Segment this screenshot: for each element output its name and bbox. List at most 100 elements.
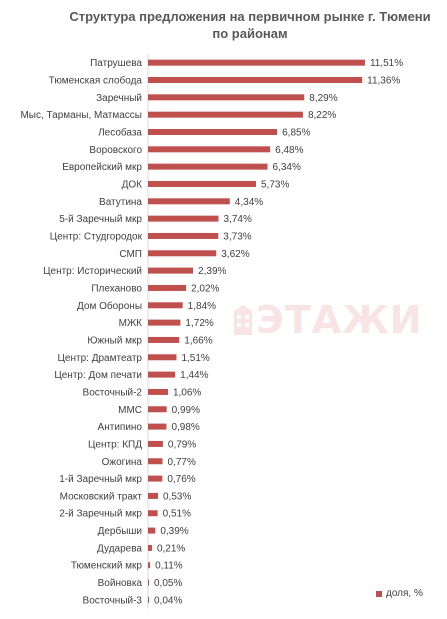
bar — [148, 232, 219, 239]
category-label: 5-й Заречный мкр — [59, 214, 142, 225]
category-label: Южный мкр — [87, 335, 142, 346]
category-label: 2-й Заречный мкр — [59, 509, 142, 520]
data-label: 0,98% — [171, 422, 199, 433]
category-label: Восточный-3 — [83, 595, 143, 606]
bar — [148, 510, 158, 517]
data-label: 8,29% — [309, 93, 337, 104]
data-label: 1,66% — [184, 335, 212, 346]
bar — [148, 267, 194, 274]
bar — [148, 492, 158, 499]
category-label: Ватутина — [99, 197, 142, 208]
bar — [148, 284, 187, 291]
bar — [148, 76, 363, 83]
data-label: 2,39% — [198, 266, 226, 277]
data-label: 1,72% — [185, 318, 213, 329]
bar — [148, 579, 149, 586]
data-label: 6,85% — [282, 127, 310, 138]
data-label: 0,05% — [154, 578, 182, 589]
category-label: Дом Обороны — [77, 300, 142, 312]
category-label: Воровского — [89, 145, 142, 156]
data-label: 3,62% — [221, 249, 249, 260]
bar — [148, 458, 163, 465]
category-label: Центр: КПД — [88, 439, 142, 450]
bar — [148, 423, 167, 430]
bar — [148, 354, 177, 361]
data-label: 0,53% — [163, 491, 191, 502]
category-label: Дербыши — [98, 525, 142, 537]
watermark: ЭТАЖИ — [234, 298, 423, 342]
data-label: 1,51% — [181, 353, 209, 364]
data-label: 0,99% — [172, 405, 200, 416]
category-label: Московский тракт — [60, 491, 143, 502]
data-label: 3,74% — [223, 214, 251, 225]
building-logo-icon — [234, 305, 252, 335]
category-label: Войновка — [98, 578, 143, 589]
category-label: ММС — [118, 405, 142, 416]
bar — [148, 562, 151, 569]
bar — [148, 302, 183, 309]
bar — [148, 319, 181, 326]
category-label: Центр: Драмтеатр — [58, 353, 143, 364]
data-label: 0,21% — [157, 543, 185, 554]
category-label: МЖК — [119, 318, 143, 329]
data-label: 0,76% — [167, 474, 195, 485]
category-label: Заречный — [96, 93, 142, 104]
category-label: Лесобаза — [98, 126, 142, 138]
category-label: Дударева — [97, 543, 142, 554]
chart-title-line-1: Структура предложения на первичном рынке… — [69, 9, 431, 24]
legend: доля, % — [376, 588, 423, 599]
bar — [148, 59, 365, 66]
category-label: ДОК — [122, 179, 143, 190]
category-label: Европейский мкр — [62, 162, 142, 173]
chart-title-line-2: по районам — [212, 26, 288, 41]
data-label: 11,36% — [367, 75, 400, 86]
category-label: 1-й Заречный мкр — [59, 474, 142, 485]
data-label: 0,39% — [160, 526, 188, 537]
bar — [148, 544, 152, 551]
data-label: 11,51% — [370, 58, 403, 69]
data-label: 0,51% — [163, 509, 191, 520]
bar — [148, 215, 219, 222]
bar — [148, 94, 305, 101]
bar — [148, 371, 176, 378]
category-label: Тюменский мкр — [71, 561, 143, 572]
legend-label: доля, % — [386, 588, 423, 599]
bar — [148, 336, 180, 343]
data-label: 4,34% — [235, 197, 263, 208]
bar — [148, 146, 271, 153]
data-label: 1,84% — [188, 301, 216, 312]
category-label: Центр: Студгородок — [50, 231, 143, 242]
bar — [148, 198, 230, 205]
data-label: 0,11% — [155, 561, 183, 572]
category-label: Центр: Дом печати — [54, 370, 142, 381]
bar — [148, 388, 168, 395]
data-label: 0,77% — [168, 457, 196, 468]
category-label: Патрушева — [90, 58, 142, 69]
legend-swatch — [376, 590, 382, 597]
bar — [148, 128, 278, 135]
bar — [148, 475, 163, 482]
category-label: Плеханово — [91, 283, 142, 294]
bar — [148, 250, 217, 257]
data-label: 0,04% — [154, 595, 182, 606]
bar — [148, 180, 257, 187]
category-label: Тюменская слобода — [49, 74, 143, 86]
category-label: Ожогина — [102, 457, 143, 468]
category-label: Центр: Исторический — [43, 266, 142, 277]
data-label: 8,22% — [308, 110, 336, 121]
data-label: 6,34% — [273, 162, 301, 173]
watermark-text: ЭТАЖИ — [256, 298, 423, 342]
category-label: СМП — [119, 249, 142, 260]
data-label: 3,73% — [223, 231, 251, 242]
bar — [148, 440, 163, 447]
bar — [148, 163, 268, 170]
data-label: 0,79% — [168, 439, 196, 450]
category-label: Мыс, Тарманы, Матмассы — [20, 110, 142, 121]
data-label: 5,73% — [261, 179, 289, 190]
bar — [148, 111, 303, 118]
data-label: 1,44% — [180, 370, 208, 381]
category-label: Восточный-2 — [83, 387, 143, 398]
category-label: Антипино — [98, 422, 143, 433]
data-label: 6,48% — [275, 145, 303, 156]
